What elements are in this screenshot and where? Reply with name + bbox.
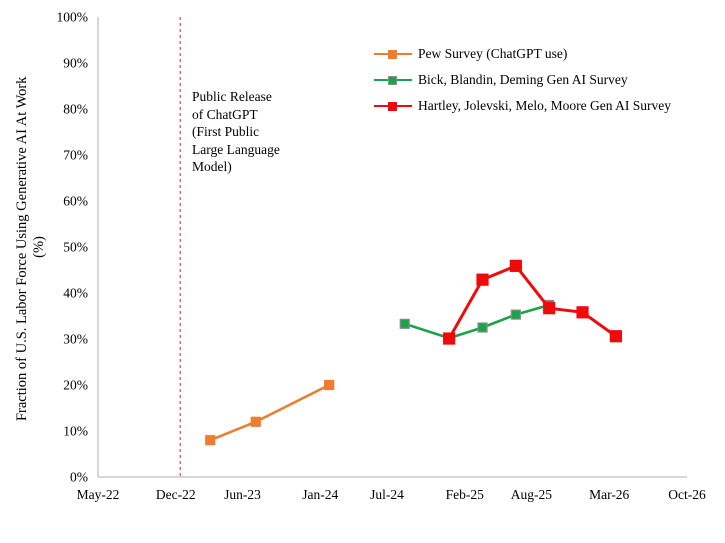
annotation-line: (First Public [192,124,260,139]
x-tick-label: Feb-25 [446,487,484,502]
x-tick-label: May-22 [77,487,120,502]
y-tick-label: 80% [63,102,88,117]
legend-label: Hartley, Jolevski, Melo, Moore Gen AI Su… [418,98,671,113]
annotation-line: Large Language [192,141,280,157]
y-tick-label: 10% [63,424,88,439]
chatgpt-release-annotation: Public Release of ChatGPT (First Public Lar… [192,88,322,176]
legend-marker-icon [388,75,397,85]
data-point-marker-series-0 [324,379,335,391]
data-point-marker-series-1 [510,309,521,320]
data-point-marker-series-2 [576,306,589,319]
y-axis-title-line2: (%) [31,236,47,258]
y-tick-label: 60% [63,194,88,209]
x-tick-label: Jul-24 [370,487,404,502]
legend: Pew Survey (ChatGPT use) Bick, Blandin, D… [374,41,671,119]
legend-item-0: Pew Survey (ChatGPT use) [374,41,671,67]
y-tick-label: 70% [63,148,88,163]
y-axis-title-line1: Fraction of U.S. Labor Force Using Gener… [14,76,30,421]
x-tick-label: Jan-24 [302,487,338,502]
legend-label: Bick, Blandin, Deming Gen AI Survey [418,72,628,87]
legend-label: Pew Survey (ChatGPT use) [418,46,568,61]
annotation-line: Public Release [192,89,272,104]
x-tick-label: Jun-23 [224,487,261,502]
data-point-marker-series-2 [509,259,522,272]
x-tick-label: Mar-26 [589,487,629,502]
annotation-line: Model) [192,159,232,174]
y-tick-label: 50% [63,240,88,255]
series-line-2 [447,264,617,340]
y-axis-title: Fraction of U.S. Labor Force Using Gener… [14,73,47,421]
annotation-line: of ChatGPT [192,106,258,122]
y-tick-label: 100% [57,10,89,25]
data-point-marker-series-2 [543,302,556,315]
data-point-marker-series-1 [399,318,410,329]
x-tick-label: Dec-22 [156,487,196,502]
legend-marker-icon [388,101,397,111]
data-point-marker-series-2 [609,330,622,343]
y-tick-label: 20% [63,378,88,393]
legend-swatch-icon [374,101,412,111]
legend-item-1: Bick, Blandin, Deming Gen AI Survey [374,67,671,93]
data-point-marker-series-2 [476,273,489,286]
x-tick-label: Aug-25 [511,487,552,502]
legend-swatch-icon [374,49,412,59]
data-point-marker-series-0 [250,416,261,427]
legend-swatch-icon [374,75,412,85]
legend-item-2: Hartley, Jolevski, Melo, Moore Gen AI Su… [374,93,671,119]
y-tick-label: 90% [63,56,88,71]
legend-marker-icon [388,49,397,59]
series-line-0 [209,383,330,442]
x-tick-label: Oct-26 [668,487,706,502]
data-point-marker-series-0 [205,435,216,446]
y-tick-label: 40% [63,286,88,301]
y-tick-label: 30% [63,332,88,347]
data-point-marker-series-2 [443,332,456,345]
y-tick-label: 0% [70,470,88,485]
series-line-1 [404,303,550,340]
data-point-marker-series-1 [477,322,488,333]
